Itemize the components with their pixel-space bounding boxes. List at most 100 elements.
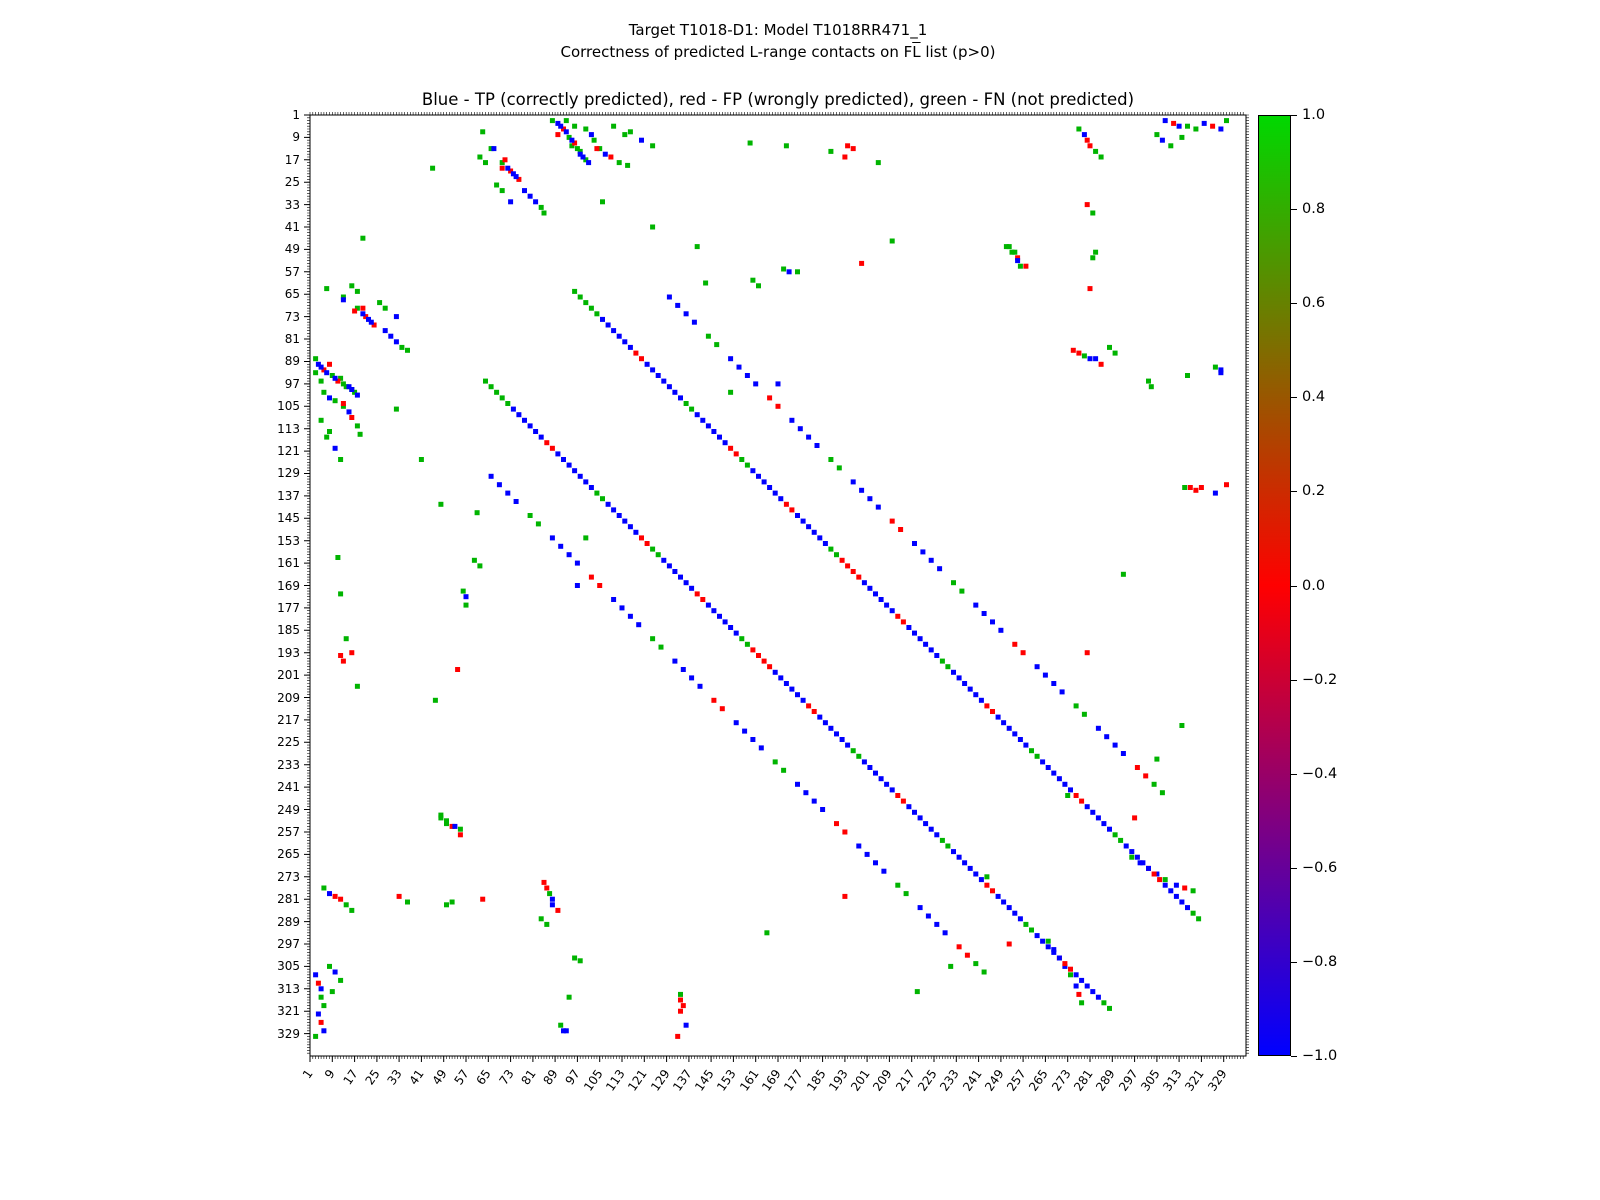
- y-tick-label: 121: [277, 444, 300, 458]
- contact-point-fp: [1068, 966, 1073, 972]
- contact-point-tp: [388, 333, 394, 339]
- contact-point-fn: [318, 417, 324, 423]
- contact-point-fn: [577, 294, 583, 300]
- contact-point-tp: [496, 482, 502, 488]
- contact-point-fn: [1118, 837, 1124, 843]
- contact-point-fn: [499, 188, 505, 194]
- contact-point-fn: [332, 398, 338, 404]
- colorbar-tick-label: 0.6: [1302, 295, 1326, 311]
- contact-point-tp: [666, 294, 672, 300]
- contact-point-tp: [778, 675, 784, 681]
- contact-point-fn: [678, 991, 683, 997]
- contact-point-fn: [499, 395, 505, 401]
- contact-point-fp: [508, 168, 514, 174]
- contact-point-tp: [1045, 765, 1051, 770]
- y-tick-label: 329: [277, 1027, 300, 1041]
- contact-point-tp: [633, 529, 639, 535]
- contact-point-tp: [627, 613, 633, 619]
- contact-point-tp: [672, 569, 678, 574]
- contact-point-tp: [1140, 860, 1146, 866]
- contact-point-fp: [678, 1008, 683, 1014]
- y-tick-label: 193: [277, 646, 300, 660]
- contact-point-tp: [728, 625, 734, 630]
- contact-point-fn: [541, 210, 547, 216]
- y-tick-label: 249: [277, 803, 300, 817]
- contact-point-fp: [859, 260, 865, 266]
- contact-point-fn: [488, 384, 494, 390]
- contact-point-fn: [338, 375, 344, 381]
- contact-point-fp: [1087, 286, 1093, 292]
- contact-point-tp: [861, 759, 867, 765]
- contact-point-fn: [1065, 793, 1071, 798]
- contact-point-tp: [772, 669, 778, 675]
- contact-point-fn: [438, 815, 444, 821]
- contact-point-tp: [817, 714, 823, 720]
- contact-point-tp: [1015, 258, 1021, 264]
- contact-point-fn: [1182, 485, 1188, 490]
- y-tick-label: 217: [277, 713, 300, 727]
- contact-point-fn: [1090, 210, 1096, 216]
- contact-point-fp: [352, 308, 358, 314]
- contact-point-fn: [588, 305, 594, 311]
- contact-point-tp: [856, 843, 862, 849]
- contact-point-tp: [736, 364, 742, 370]
- contact-point-tp: [1056, 955, 1062, 961]
- title-line2-overlined: L: [912, 43, 921, 61]
- contact-point-fn: [313, 1033, 319, 1039]
- contact-point-tp: [1079, 977, 1085, 983]
- contact-point-fn: [1093, 249, 1099, 255]
- contact-point-fp: [338, 653, 344, 658]
- figure-title-line1: Target T1018-D1: Model T1018RR471_1: [628, 21, 928, 39]
- contact-point-tp: [340, 297, 346, 303]
- contact-point-tp: [561, 1028, 566, 1034]
- contact-point-fn: [850, 748, 856, 754]
- contact-point-fp: [1224, 482, 1229, 488]
- contact-point-tp: [722, 619, 728, 625]
- contact-point-fn: [611, 123, 617, 129]
- contact-point-tp: [912, 541, 917, 546]
- contact-point-tp: [549, 896, 555, 902]
- y-tick-label: 25: [284, 175, 300, 189]
- contact-point-fp: [783, 501, 789, 507]
- major-ticks: [304, 114, 1225, 1062]
- contact-point-tp: [533, 199, 539, 205]
- contact-point-tp: [563, 129, 569, 135]
- contact-point-tp: [1040, 759, 1046, 765]
- contact-point-fn: [1162, 877, 1168, 883]
- contact-point-fn: [321, 885, 327, 891]
- contact-point-fn: [1076, 126, 1082, 132]
- contact-point-tp: [942, 930, 948, 936]
- contact-point-fn: [705, 333, 711, 339]
- contact-point-tp: [510, 171, 516, 177]
- contact-point-tp: [978, 697, 984, 703]
- contact-point-fp: [675, 1033, 681, 1039]
- contact-point-tp: [873, 770, 878, 776]
- contact-point-tp: [1051, 770, 1057, 776]
- contact-point-tp: [811, 529, 817, 535]
- contact-point-tp: [995, 714, 1001, 720]
- contact-point-fn: [834, 552, 839, 558]
- contact-point-tp: [811, 798, 817, 804]
- contact-point-tp: [934, 653, 940, 658]
- contact-point-fp: [1084, 137, 1090, 143]
- contact-point-fn: [714, 342, 720, 348]
- contact-point-fp: [360, 305, 366, 311]
- contact-point-tp: [1084, 804, 1090, 810]
- contact-point-fn: [1129, 854, 1135, 860]
- contact-point-fp: [1210, 123, 1216, 129]
- contact-point-fn: [343, 384, 349, 390]
- contact-point-tp: [346, 409, 352, 415]
- contact-point-tp: [1173, 893, 1179, 899]
- figure-title-line2: Correctness of predicted L-range contact…: [310, 42, 1246, 62]
- contact-point-tp: [889, 787, 895, 793]
- contact-point-tp: [822, 720, 828, 726]
- contact-point-fn: [583, 126, 589, 132]
- contact-point-fn: [438, 812, 444, 818]
- contact-point-tp: [321, 1028, 327, 1034]
- contact-point-tp: [549, 535, 555, 541]
- contact-point-tp: [1042, 672, 1048, 678]
- contact-point-tp: [1201, 120, 1207, 126]
- contact-point-fp: [1171, 120, 1177, 126]
- contact-point-fn: [354, 683, 360, 689]
- colorbar-tick-label: 0.8: [1302, 201, 1326, 217]
